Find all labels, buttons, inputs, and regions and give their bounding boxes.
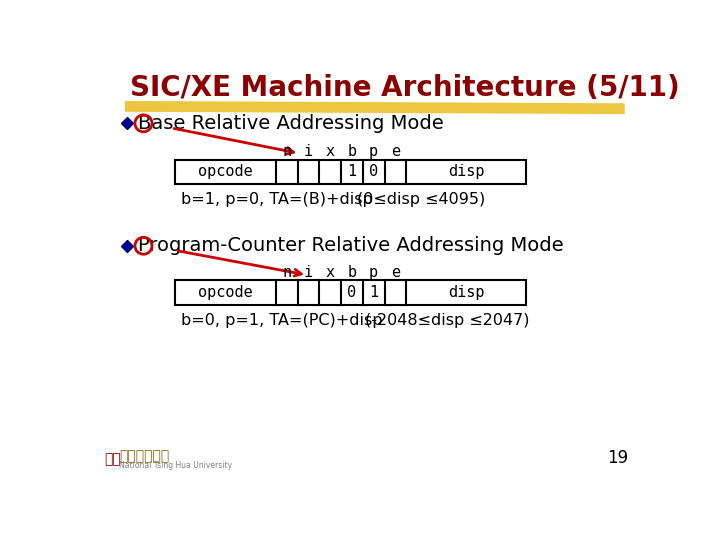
Text: b=0, p=1, TA=(PC)+disp: b=0, p=1, TA=(PC)+disp — [181, 313, 383, 328]
Polygon shape — [125, 101, 625, 114]
Text: 19: 19 — [608, 449, 629, 467]
Text: 0: 0 — [347, 285, 356, 300]
Text: 小山: 小山 — [104, 452, 121, 466]
Text: (0≤disp ≤4095): (0≤disp ≤4095) — [357, 192, 485, 207]
Text: i: i — [304, 265, 313, 280]
Text: 0: 0 — [369, 164, 378, 179]
Text: p: p — [369, 265, 378, 280]
Text: National Tsing Hua University: National Tsing Hua University — [120, 461, 233, 470]
Text: Base Relative Addressing Mode: Base Relative Addressing Mode — [138, 114, 444, 133]
Text: SIC/XE Machine Architecture (5/11): SIC/XE Machine Architecture (5/11) — [130, 74, 680, 102]
Text: b=1, p=0, TA=(B)+disp: b=1, p=0, TA=(B)+disp — [181, 192, 373, 207]
Text: n: n — [282, 265, 292, 280]
Text: x: x — [325, 265, 335, 280]
Text: disp: disp — [448, 285, 485, 300]
Bar — [175, 159, 526, 184]
Text: (-2048≤disp ≤2047): (-2048≤disp ≤2047) — [365, 313, 530, 328]
Text: opcode: opcode — [198, 285, 253, 300]
Text: p: p — [369, 144, 378, 159]
Text: b: b — [347, 144, 356, 159]
Text: e: e — [391, 265, 400, 280]
Bar — [175, 280, 526, 305]
Text: b: b — [347, 265, 356, 280]
Text: 1: 1 — [369, 285, 378, 300]
Text: i: i — [304, 144, 313, 159]
Text: Program-Counter Relative Addressing Mode: Program-Counter Relative Addressing Mode — [138, 237, 564, 255]
Text: e: e — [391, 144, 400, 159]
Text: 1: 1 — [347, 164, 356, 179]
Text: x: x — [325, 144, 335, 159]
Text: opcode: opcode — [198, 164, 253, 179]
Text: disp: disp — [448, 164, 485, 179]
Text: 國立清華大學: 國立清華大學 — [120, 449, 170, 463]
Text: n: n — [282, 144, 292, 159]
